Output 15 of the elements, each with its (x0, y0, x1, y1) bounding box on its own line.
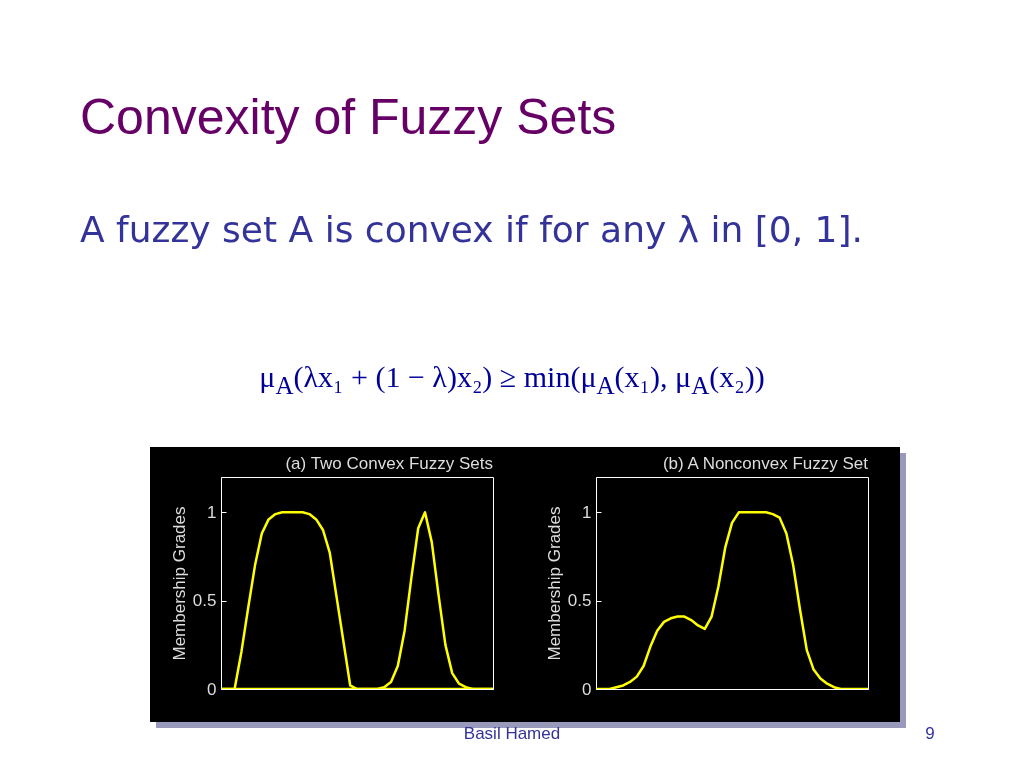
y-tick-label: 1 (207, 502, 217, 522)
text: Basil Hamed (462, 724, 562, 744)
chart-title: (a) Two Convex Fuzzy Sets (285, 454, 493, 473)
text: Convexity of Fuzzy Sets (80, 88, 617, 146)
text: μ$_{A}$(λx₁ + (1 − λ)x₂) ≥ min(μ$_{A}$(x₁), μ$_{A}$(x₂)) (258, 360, 766, 400)
y-tick-label: 0.5 (192, 591, 217, 611)
y-tick-label: 0.5 (567, 591, 592, 611)
chart-title: (b) A Nonconvex Fuzzy Set (662, 454, 869, 473)
y-tick-label: 0 (207, 679, 217, 699)
text: 9 (924, 724, 936, 744)
y-axis-title: Membership Grades (169, 506, 189, 661)
y-tick-label: 0 (582, 679, 592, 699)
y-tick-label: 1 (582, 502, 592, 522)
y-axis-title: Membership Grades (544, 506, 564, 661)
text: A fuzzy set A is convex if for any λ in [0, 1]. (80, 208, 864, 252)
